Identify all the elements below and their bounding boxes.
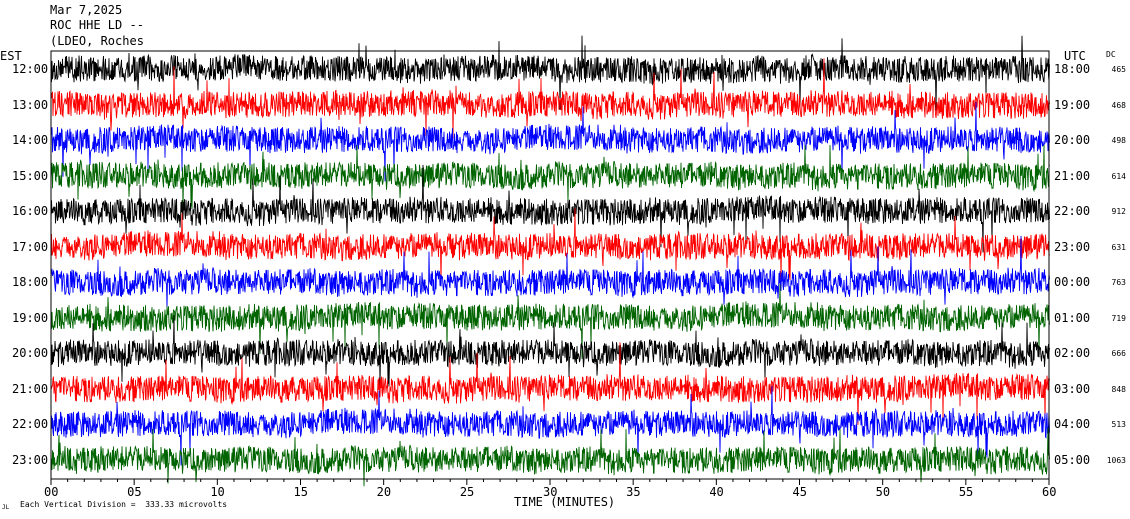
utc-hour-label: 01:00 [1054, 310, 1091, 325]
x-tick-label: 60 [1042, 485, 1057, 499]
x-tick-label: 00 [44, 485, 59, 499]
trace-row-1300 [50, 58, 1050, 139]
trace-row-1200 [50, 35, 1050, 111]
trace-row-2000 [50, 314, 1050, 387]
trace-row-2300 [50, 427, 1050, 487]
left-axis-label: EST [0, 49, 22, 63]
utc-hour-label: 23:00 [1054, 239, 1091, 254]
utc-hour-label: 21:00 [1054, 168, 1091, 183]
est-hour-label: 23:00 [12, 452, 49, 467]
trace-row-2200 [50, 385, 1050, 466]
dc-offset-value: 631 [1111, 242, 1126, 252]
dc-offset-value: 912 [1111, 207, 1126, 216]
x-tick-label: 45 [792, 485, 807, 499]
utc-hour-label: 19:00 [1054, 97, 1091, 112]
corner-mark: JL [2, 504, 10, 511]
dc-label: DC [1106, 50, 1116, 59]
utc-hour-label: 03:00 [1054, 381, 1091, 396]
record-date: Mar 7,2025 [50, 3, 123, 17]
dc-offset-value: 1063 [1106, 455, 1126, 465]
x-tick-label: 20 [376, 485, 392, 499]
trace-row-1600 [50, 164, 1050, 253]
x-axis-title: TIME (MINUTES) [514, 495, 616, 509]
est-hour-label: 22:00 [12, 417, 49, 431]
x-tick-label: 15 [293, 485, 308, 499]
utc-hour-label: 18:00 [1054, 62, 1091, 76]
est-hour-label: 18:00 [12, 275, 49, 289]
dc-offset-value: 763 [1111, 278, 1126, 287]
x-tick-label: 50 [875, 485, 891, 499]
dc-offset-value: 848 [1111, 384, 1126, 394]
station-location: (LDEO, Roches [50, 34, 144, 48]
seismic-traces [50, 35, 1050, 487]
x-tick-label: 10 [210, 485, 225, 499]
est-hour-label: 12:00 [12, 62, 49, 76]
dc-offset-value: 465 [1111, 65, 1126, 74]
x-tick-label: 30 [543, 485, 558, 499]
est-hour-label: 14:00 [12, 133, 49, 147]
x-tick-label: 35 [626, 485, 641, 499]
trace-row-1500 [50, 144, 1050, 210]
est-hour-label: 16:00 [12, 204, 49, 218]
scale-note: Each Vertical Division = 333.33 microvol… [20, 500, 228, 509]
trace-row-1700 [50, 208, 1050, 284]
trace-row-2100 [50, 342, 1050, 425]
utc-hour-label: 22:00 [1054, 204, 1091, 218]
x-tick-label: 40 [709, 485, 724, 499]
est-hour-label: 17:00 [12, 239, 49, 254]
right-axis-label: UTC [1064, 49, 1086, 63]
station-code: ROC HHE LD -- [50, 18, 144, 32]
est-hour-label: 20:00 [12, 346, 49, 360]
dc-offset-value: 468 [1111, 100, 1126, 110]
est-hour-label: 19:00 [12, 310, 49, 325]
est-hour-label: 21:00 [12, 381, 49, 396]
est-hour-label: 13:00 [12, 97, 49, 112]
est-hour-label: 15:00 [12, 168, 49, 183]
dc-offset-value: 513 [1111, 420, 1126, 429]
x-tick-label: 05 [127, 485, 142, 499]
trace-row-1900 [50, 284, 1050, 359]
utc-hour-label: 00:00 [1054, 275, 1091, 289]
utc-hour-label: 05:00 [1054, 452, 1091, 467]
x-axis-ticks [50, 479, 1050, 485]
dc-offset-value: 719 [1111, 313, 1126, 323]
utc-hour-label: 04:00 [1054, 417, 1091, 431]
trace-row-1400 [50, 101, 1050, 182]
utc-hour-label: 02:00 [1054, 346, 1091, 360]
x-tick-label: 55 [958, 485, 974, 499]
x-tick-label: 25 [459, 485, 475, 499]
dc-offset-value: 666 [1111, 349, 1126, 358]
dc-offset-value: 498 [1111, 136, 1126, 145]
utc-hour-label: 20:00 [1054, 133, 1091, 147]
dc-offset-value: 614 [1111, 171, 1126, 181]
trace-row-1800 [50, 235, 1050, 309]
